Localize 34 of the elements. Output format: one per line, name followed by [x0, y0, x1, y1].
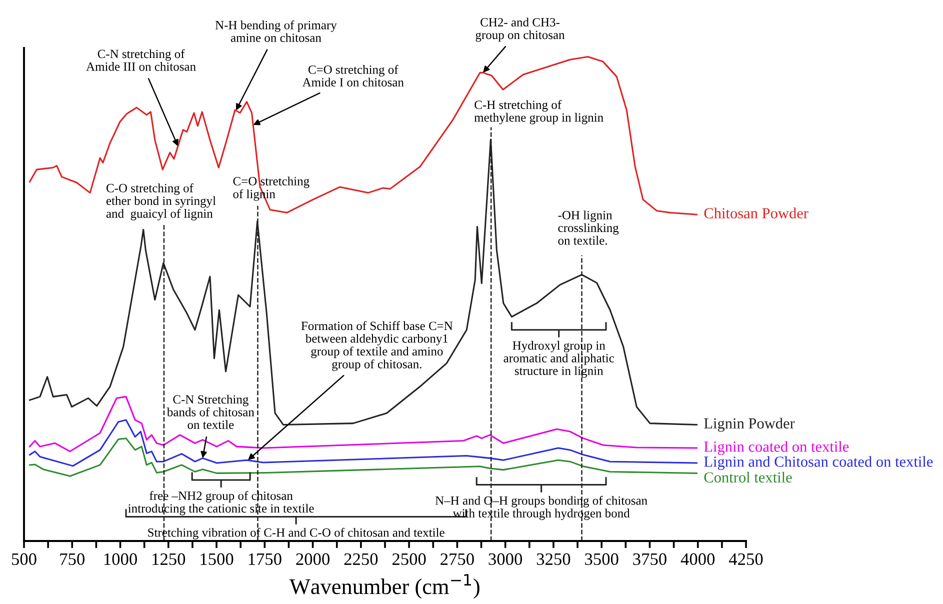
- x-tick-label: 3750: [633, 553, 666, 566]
- annotation: N-H bending of primary amine on chitosan: [215, 20, 337, 42]
- x-tick-label: 2500: [392, 553, 426, 566]
- ref-line-label: C-O stretching of ether bond in syringyl and guaicyl of lignin: [106, 183, 216, 220]
- series-label: Lignin Powder: [704, 418, 795, 432]
- x-tick-label: 1500: [200, 553, 234, 566]
- annotation: Hydroxyl group in aromatic and aliphatic structure in lignin: [504, 340, 614, 378]
- x-tick-label: 4250: [728, 553, 763, 566]
- series-label: Lignin coated on textile: [704, 441, 849, 455]
- series-label: Chitosan Powder: [704, 208, 808, 218]
- x-tick-label: 4000: [680, 553, 715, 566]
- annotation: CH2- and CH3- group on chitosan: [476, 18, 565, 42]
- annotation: free –NH2 group of chitosan introducing the cationic site in textile: [128, 491, 314, 516]
- x-tick-label: 1000: [104, 553, 137, 566]
- x-tick-label: 3500: [585, 553, 618, 566]
- x-tick-label: 3000: [488, 553, 522, 566]
- x-tick-label: 2750: [440, 553, 474, 566]
- x-tick-label: 1250: [152, 553, 186, 566]
- annotation: C=O stretching of Amide I on chitosan: [302, 64, 404, 87]
- annotation: Formation of Schiff base C=N between aldehydic carbony1 group of textile and amino group of chitosan.: [301, 321, 453, 371]
- x-tick-label: 1750: [248, 553, 282, 566]
- x-axis-title: Wavenumber (cm$^{−1}$): [289, 574, 480, 599]
- x-tick-label: 500: [12, 553, 36, 566]
- x-tick-label: 2000: [296, 553, 330, 566]
- annotation: Stretching vibration of C-H and C-O of chitosan and textile: [148, 528, 444, 540]
- x-tick-label: 3250: [536, 553, 570, 566]
- x-tick-label: 2250: [344, 553, 378, 566]
- annotation: C-N Stretching bands of chitosan on textile: [166, 394, 254, 429]
- ref-line-label: -OH lignin crosslinking on textile.: [558, 210, 619, 245]
- annotation: C-N stretching of Amide III on chitosan: [86, 49, 196, 71]
- ref-line-label: C-H stretching of methylene group in lignin: [474, 100, 604, 124]
- x-tick-label: 750: [60, 553, 84, 566]
- series-label: Lignin and Chitosan coated on textile: [704, 456, 933, 470]
- series-label: Control textile: [704, 472, 792, 483]
